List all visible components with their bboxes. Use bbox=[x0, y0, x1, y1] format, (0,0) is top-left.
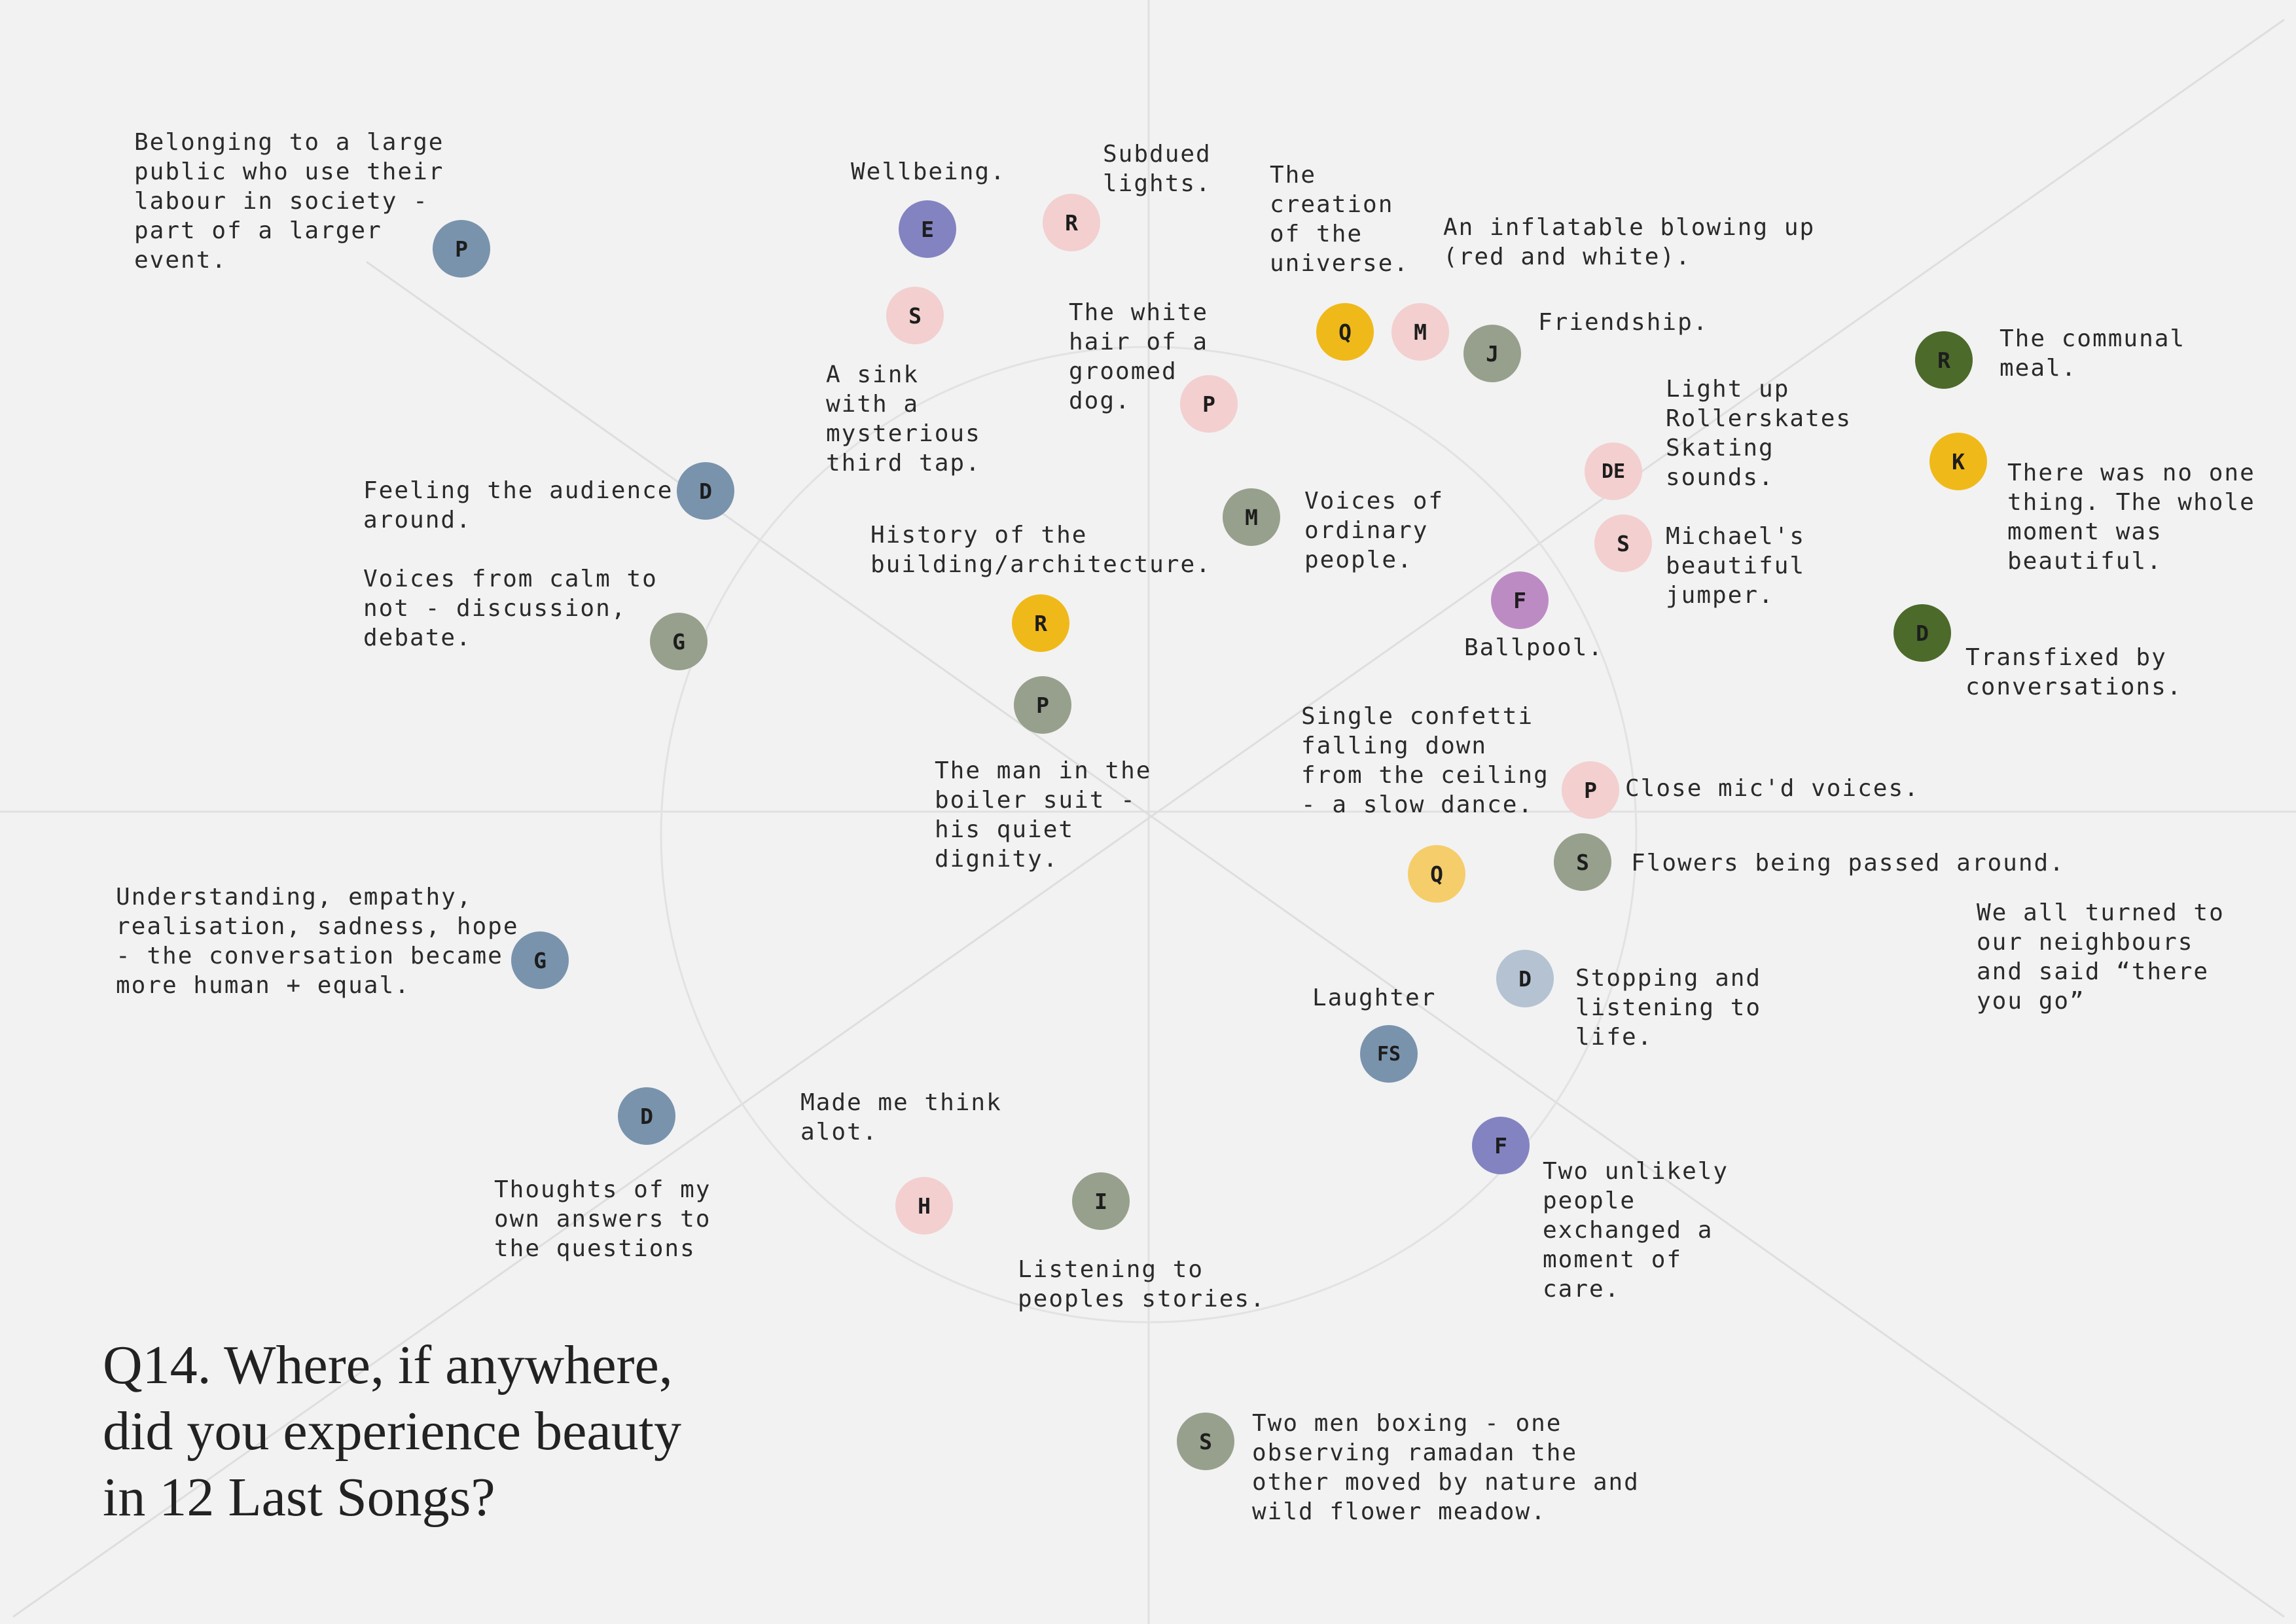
respondent-dot: H bbox=[895, 1177, 953, 1235]
response-text: Subdued lights. bbox=[1103, 141, 1211, 197]
response-text: Stopping and listening to life. bbox=[1575, 965, 1762, 1051]
response-text: Close mic'd voices. bbox=[1625, 775, 1920, 802]
response-text: The creation of the universe. bbox=[1270, 162, 1410, 277]
response-text: Flowers being passed around. bbox=[1631, 850, 2065, 876]
respondent-dot: S bbox=[1554, 833, 1611, 891]
respondent-dot: D bbox=[618, 1087, 675, 1145]
response-text: Transfixed by conversations. bbox=[1965, 644, 2183, 700]
respondent-dot: P bbox=[1180, 375, 1238, 433]
respondent-dot: S bbox=[1177, 1413, 1234, 1470]
respondent-dot: K bbox=[1929, 433, 1987, 490]
response-text: Laughter bbox=[1312, 984, 1437, 1011]
respondent-dot: F bbox=[1472, 1117, 1530, 1174]
response-text: An inflatable blowing up (red and white)… bbox=[1443, 214, 1816, 270]
response-text: Feeling the audience around. bbox=[363, 477, 673, 533]
respondent-dot: Q bbox=[1316, 303, 1374, 361]
response-text: The communal meal. bbox=[2000, 325, 2186, 382]
response-text: Light up Rollerskates Skating sounds. bbox=[1666, 376, 1852, 491]
response-text: Thoughts of my own answers to the questi… bbox=[494, 1176, 711, 1262]
response-text: Made me think alot. bbox=[800, 1089, 1002, 1146]
respondent-dot: D bbox=[1496, 950, 1554, 1007]
respondent-dot: S bbox=[1594, 514, 1652, 572]
response-text: There was no one thing. The whole moment… bbox=[2007, 460, 2255, 575]
response-text: Voices of ordinary people. bbox=[1304, 488, 1444, 573]
response-text: Single confetti falling down from the ce… bbox=[1301, 703, 1549, 818]
respondent-dot: FS bbox=[1360, 1025, 1418, 1083]
response-text: Belonging to a large public who use thei… bbox=[134, 129, 444, 274]
respondent-dot: G bbox=[650, 613, 708, 670]
response-text: The man in the boiler suit - his quiet d… bbox=[935, 757, 1152, 873]
respondent-dot: P bbox=[433, 220, 490, 278]
respondent-dot: R bbox=[1043, 194, 1100, 251]
response-text: Ballpool. bbox=[1464, 634, 1604, 661]
response-text: History of the building/architecture. bbox=[870, 522, 1211, 578]
respondent-dot: M bbox=[1223, 488, 1280, 546]
response-text: Friendship. bbox=[1538, 309, 1709, 336]
response-text: Voices from calm to not - discussion, de… bbox=[363, 566, 658, 651]
response-text: Two men boxing - one observing ramadan t… bbox=[1252, 1410, 1640, 1525]
response-text: Listening to peoples stories. bbox=[1018, 1256, 1266, 1312]
response-text: The white hair of a groomed dog. bbox=[1069, 299, 1209, 414]
respondent-dot: DE bbox=[1585, 442, 1642, 500]
respondent-dot: D bbox=[1893, 604, 1951, 662]
respondent-dot: I bbox=[1072, 1172, 1130, 1230]
response-text: Understanding, empathy, realisation, sad… bbox=[116, 884, 519, 999]
respondent-dot: M bbox=[1391, 303, 1449, 361]
response-text: We all turned to our neighbours and said… bbox=[1977, 899, 2225, 1015]
respondent-dot: P bbox=[1562, 761, 1619, 819]
response-text: Wellbeing. bbox=[851, 158, 1006, 185]
response-text: Two unlikely people exchanged a moment o… bbox=[1543, 1158, 1729, 1303]
response-text: A sink with a mysterious third tap. bbox=[826, 361, 981, 477]
response-text: Michael's beautiful jumper. bbox=[1666, 523, 1806, 609]
page-title: Q14. Where, if anywhere, did you experie… bbox=[103, 1335, 681, 1528]
respondent-dot: D bbox=[677, 462, 734, 520]
respondent-dot: P bbox=[1014, 676, 1071, 734]
respondent-dot: R bbox=[1012, 594, 1069, 652]
respondent-dot: G bbox=[511, 931, 569, 989]
respondent-dot: S bbox=[886, 287, 944, 344]
respondent-dot: F bbox=[1491, 571, 1549, 629]
respondent-dot: R bbox=[1915, 331, 1973, 389]
respondent-dot: Q bbox=[1408, 845, 1465, 903]
respondent-dot: J bbox=[1463, 325, 1521, 382]
respondent-dot: E bbox=[899, 200, 956, 258]
